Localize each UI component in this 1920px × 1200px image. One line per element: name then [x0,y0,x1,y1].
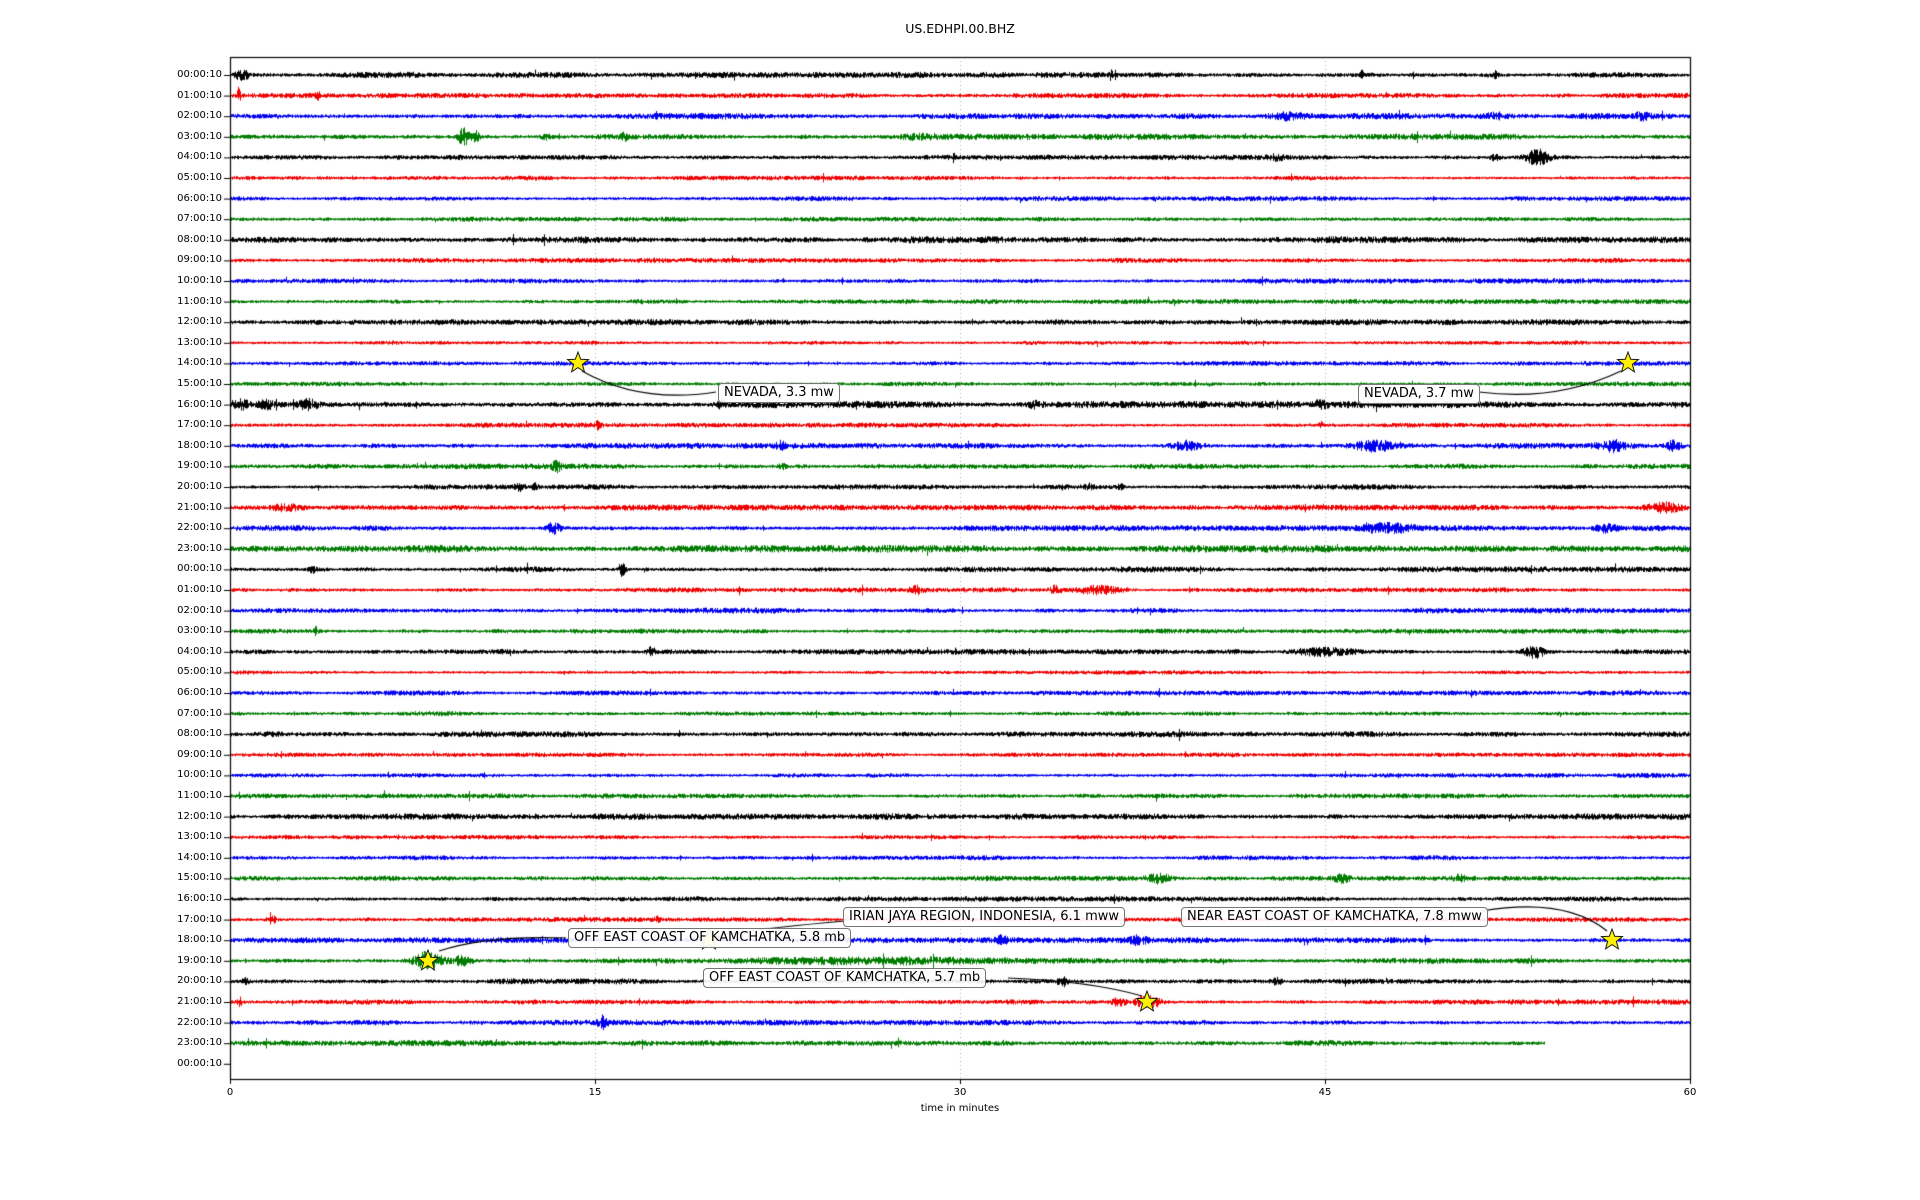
event-annotation: IRIAN JAYA REGION, INDONESIA, 6.1 mww [843,907,1125,927]
y-axis-label: 15:00:10 [177,872,222,884]
y-axis-label: 18:00:10 [177,439,222,451]
y-axis-label: 18:00:10 [177,934,222,946]
y-axis-label: 04:00:10 [177,151,222,163]
y-axis-label: 10:00:10 [177,769,222,781]
y-axis-label: 21:00:10 [177,501,222,513]
y-axis-label: 14:00:10 [177,357,222,369]
x-axis-tick-label: 45 [1318,1087,1332,1098]
y-axis-label: 16:00:10 [177,893,222,904]
event-annotation: OFF EAST COAST OF KAMCHATKA, 5.7 mb [703,968,987,988]
y-axis-label: 20:00:10 [177,481,222,492]
y-axis-label: 19:00:10 [177,954,222,966]
y-axis-label: 11:00:10 [177,295,222,307]
y-axis-label: 07:00:10 [177,707,222,719]
event-marker-star [416,948,441,973]
y-axis-label: 07:00:10 [177,213,222,225]
y-axis-label: 09:00:10 [177,748,222,760]
y-axis-label: 13:00:10 [177,336,222,348]
y-axis-label: 05:00:10 [177,172,222,183]
y-axis-label: 14:00:10 [177,851,222,863]
y-axis-label: 06:00:10 [177,192,222,204]
x-axis-title: time in minutes [920,1103,1000,1114]
x-axis-tick-label: 60 [1683,1087,1697,1098]
event-marker-star [1616,350,1640,375]
y-axis-label: 05:00:10 [177,666,222,678]
y-axis-label: 01:00:10 [177,89,222,101]
y-axis-label: 13:00:10 [177,831,222,843]
event-annotation: NEAR EAST COAST OF KAMCHATKA, 7.8 mww [1181,907,1488,927]
y-axis-label: 02:00:10 [177,110,222,122]
event-marker-star [1600,927,1624,952]
y-axis-label: 21:00:10 [177,996,222,1007]
x-axis-tick-label: 0 [226,1087,234,1098]
y-axis-label: 12:00:10 [177,810,222,822]
y-axis-label: 02:00:10 [177,604,222,616]
x-axis-tick-label: 30 [953,1087,967,1098]
y-axis-label: 15:00:10 [177,378,222,389]
event-annotation: NEVADA, 3.3 mw [718,383,840,403]
y-axis-label: 06:00:10 [177,687,222,698]
y-axis-label: 00:00:10 [177,69,222,80]
y-axis-label: 00:00:10 [177,1057,222,1069]
event-annotation: NEVADA, 3.7 mw [1358,384,1480,404]
y-axis-label: 03:00:10 [177,625,222,637]
x-axis-tick-label: 15 [588,1087,602,1098]
y-axis-label: 16:00:10 [177,398,222,410]
y-axis-label: 19:00:10 [177,460,222,472]
y-axis-label: 09:00:10 [177,254,222,266]
y-axis-label: 01:00:10 [177,584,222,595]
y-axis-label: 22:00:10 [177,1016,222,1028]
y-axis-label: 17:00:10 [177,419,222,431]
y-axis-label: 04:00:10 [177,645,222,657]
y-axis-label: 17:00:10 [177,913,222,925]
y-axis-label: 10:00:10 [177,275,222,286]
event-annotation: OFF EAST COAST OF KAMCHATKA, 5.8 mb [568,928,852,948]
y-axis-label: 20:00:10 [177,975,222,987]
y-axis-label: 03:00:10 [177,130,222,142]
y-axis-label: 22:00:10 [177,522,222,534]
event-marker-star [566,350,590,375]
y-axis-label: 00:00:10 [177,563,222,575]
y-axis-label: 23:00:10 [177,1037,222,1049]
y-axis-label: 23:00:10 [177,542,222,554]
y-axis-label: 11:00:10 [177,790,222,801]
y-axis-label: 08:00:10 [177,233,222,245]
y-axis-label: 12:00:10 [177,316,222,328]
event-marker-star [1135,989,1160,1014]
y-axis-label: 08:00:10 [177,728,222,740]
